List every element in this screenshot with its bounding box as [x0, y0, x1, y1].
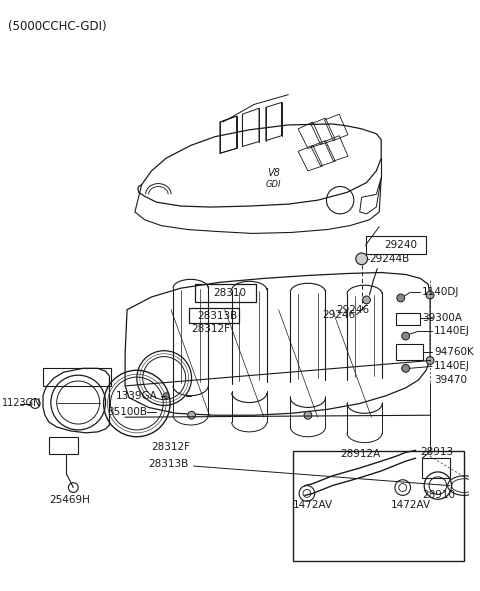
Circle shape: [402, 332, 409, 340]
Text: 94760K: 94760K: [434, 347, 474, 357]
Text: 28312F: 28312F: [152, 441, 191, 452]
Text: 29240: 29240: [384, 240, 417, 250]
Bar: [49, 437, 78, 454]
Text: 28313B: 28313B: [197, 310, 238, 320]
Text: 25469H: 25469H: [49, 495, 90, 505]
Circle shape: [426, 291, 434, 299]
Bar: [366, 236, 426, 254]
Circle shape: [163, 393, 169, 398]
Text: 1339GA: 1339GA: [115, 391, 157, 401]
Text: 29246: 29246: [323, 310, 356, 320]
Bar: [396, 344, 423, 359]
Text: V8: V8: [267, 168, 280, 178]
Circle shape: [426, 356, 434, 365]
Bar: [43, 368, 111, 386]
Circle shape: [304, 411, 312, 419]
Text: 1140EJ: 1140EJ: [434, 326, 470, 336]
Text: 29246: 29246: [336, 305, 370, 314]
Text: 28313B: 28313B: [149, 459, 189, 469]
Text: 1140EJ: 1140EJ: [434, 361, 470, 371]
Text: 1140DJ: 1140DJ: [422, 287, 460, 297]
Text: 1472AV: 1472AV: [391, 500, 431, 510]
Circle shape: [402, 365, 409, 372]
Circle shape: [356, 253, 368, 265]
Circle shape: [362, 296, 371, 304]
Text: 28913: 28913: [420, 447, 454, 457]
Text: GDI: GDI: [266, 180, 281, 189]
Text: 29244B: 29244B: [370, 254, 410, 264]
Bar: [396, 313, 420, 325]
Text: (5000CCHC-GDI): (5000CCHC-GDI): [8, 20, 107, 33]
Text: 28312F: 28312F: [192, 324, 230, 335]
Text: 1123GN: 1123GN: [2, 398, 41, 408]
Bar: [195, 284, 256, 302]
Bar: [422, 458, 450, 478]
Text: 35100B: 35100B: [108, 407, 147, 417]
Circle shape: [397, 294, 405, 302]
Circle shape: [188, 411, 195, 419]
Bar: [189, 308, 240, 323]
Text: 39470: 39470: [434, 375, 467, 385]
Bar: [293, 452, 464, 561]
Text: 1472AV: 1472AV: [293, 500, 333, 510]
Text: 28910: 28910: [422, 491, 455, 501]
Text: 39300A: 39300A: [422, 313, 462, 323]
Text: 28310: 28310: [213, 288, 246, 298]
Text: 28912A: 28912A: [340, 449, 380, 459]
